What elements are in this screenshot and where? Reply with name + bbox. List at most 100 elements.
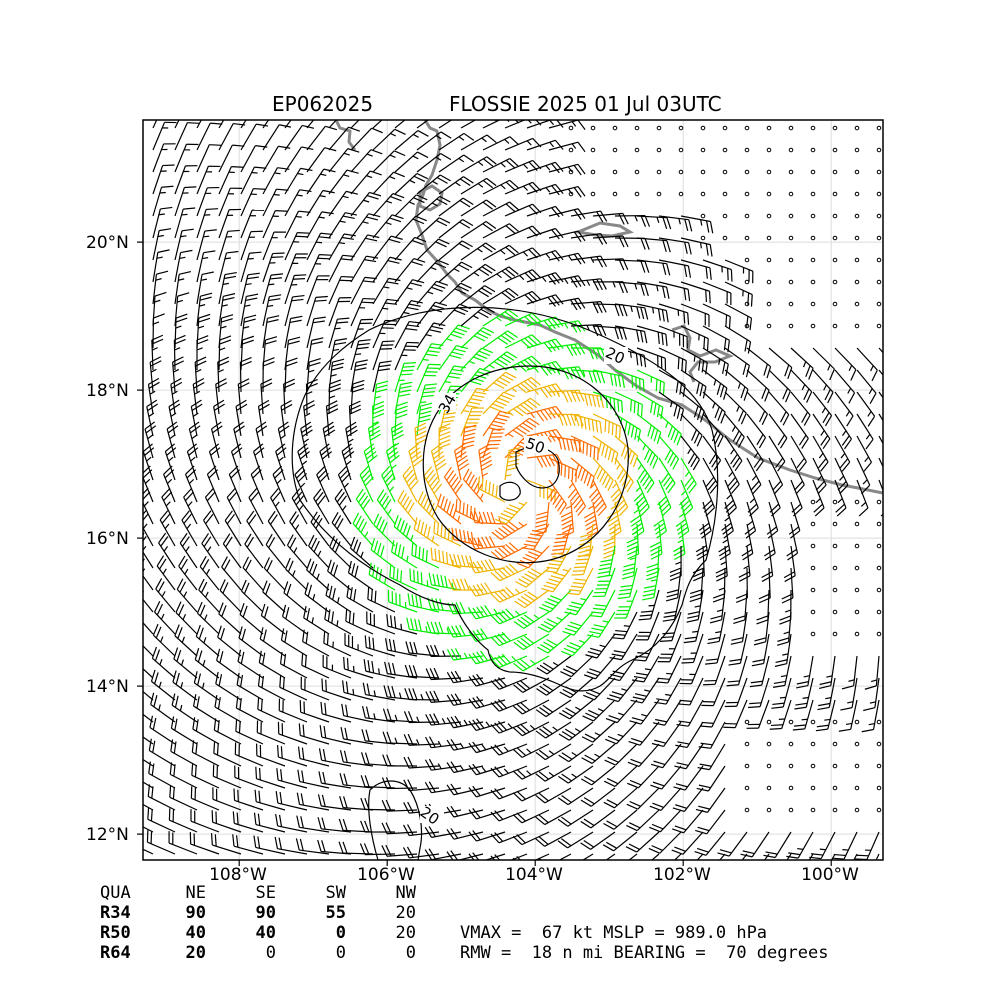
wind-barb <box>416 322 446 349</box>
wind-barb <box>159 510 176 547</box>
storm-info-title: FLOSSIE 2025 01 Jul 03UTC <box>449 92 722 116</box>
wind-barb <box>337 465 352 503</box>
wind-barb <box>242 556 264 591</box>
wind-barb <box>416 120 430 129</box>
wind-barb <box>143 848 154 855</box>
wind-barb <box>438 282 472 305</box>
wind-barb <box>350 170 382 195</box>
wind-barb <box>152 185 174 217</box>
wind-barb <box>327 559 352 591</box>
wind-barb <box>304 582 330 613</box>
wind-barb <box>373 513 396 547</box>
wind-barb <box>166 421 179 459</box>
wind-barb <box>270 488 286 525</box>
wind-barb <box>348 400 362 437</box>
wind-barb <box>382 708 418 723</box>
wind-barb <box>393 514 418 547</box>
wind-barb <box>325 400 339 437</box>
wind-barb <box>233 788 264 811</box>
wind-barb <box>262 120 270 129</box>
wind-barb <box>372 214 404 239</box>
wind-barb <box>306 275 330 305</box>
wind-barb <box>397 490 418 525</box>
wind-barb <box>235 696 264 723</box>
wind-barb <box>147 784 176 811</box>
wind-barb <box>349 536 374 569</box>
wind-barb <box>318 748 352 767</box>
wind-barb <box>234 765 264 789</box>
wind-barb <box>343 656 374 679</box>
wind-barb <box>411 543 440 569</box>
wind-barb <box>152 206 173 239</box>
wind-barb <box>143 781 154 789</box>
wind-barb <box>322 421 336 459</box>
wind-barb <box>433 521 462 547</box>
wind-barb <box>218 271 237 305</box>
row-r50-se: 40 <box>255 923 276 943</box>
wind-barb <box>190 786 220 811</box>
wind-barb <box>218 166 244 195</box>
wind-barb <box>248 488 264 525</box>
wind-barb <box>367 421 382 459</box>
wind-barb <box>460 327 495 349</box>
wind-barb <box>303 400 316 437</box>
wind-barb <box>237 378 250 415</box>
wind-barb <box>240 123 269 151</box>
wind-barb <box>350 318 374 349</box>
wind-barb <box>416 259 449 283</box>
wind-barb <box>143 510 154 547</box>
wind-barb <box>355 488 374 525</box>
wind-barb <box>147 377 160 415</box>
wind-barb <box>174 270 192 305</box>
wind-barb <box>168 831 198 855</box>
wind-barb <box>152 121 177 151</box>
wind-barb <box>284 120 292 129</box>
wind-barb <box>196 122 223 151</box>
wind-barb <box>306 316 326 349</box>
wind-barb <box>460 285 496 305</box>
map-gridlines <box>143 120 883 860</box>
wind-barb <box>300 421 313 459</box>
wind-barb <box>296 792 330 811</box>
wind-barb <box>413 517 440 547</box>
wind-barb <box>213 718 242 745</box>
wind-barb <box>328 358 345 393</box>
wind-barb <box>275 791 308 811</box>
wind-barb <box>361 705 396 723</box>
wind-barb <box>262 210 288 239</box>
wind-barb <box>238 626 264 657</box>
wind-barb <box>143 758 154 767</box>
wind-barb <box>460 242 496 261</box>
wind-barb <box>372 120 383 129</box>
wind-barb <box>143 690 154 701</box>
wind-barb <box>178 555 198 591</box>
wind-barb <box>416 195 451 217</box>
wind-barb <box>317 817 352 833</box>
wind-barb <box>390 540 418 569</box>
wind-barb <box>347 560 374 591</box>
wind-barb <box>394 130 429 151</box>
wind-barb <box>438 324 470 349</box>
row-r64-sw: 0 <box>335 943 346 963</box>
wind-barb <box>168 808 198 833</box>
wind-barb <box>295 838 330 855</box>
wind-barb <box>438 197 474 217</box>
wind-barb <box>416 383 438 415</box>
wind-barb <box>240 251 262 283</box>
wind-barb <box>350 297 376 327</box>
wind-barb <box>306 189 335 217</box>
wind-barb <box>267 510 286 547</box>
wind-barb <box>460 156 497 173</box>
wind-barb <box>149 356 162 393</box>
wind-barb <box>299 700 330 723</box>
wind-barb <box>407 593 440 613</box>
wind-barb <box>143 826 154 833</box>
wind-barb <box>155 578 176 613</box>
wind-barb <box>359 465 374 503</box>
wind-barb <box>341 443 355 481</box>
wind-barb <box>143 713 154 723</box>
wind-barb <box>438 132 475 151</box>
wind-barb <box>416 280 449 305</box>
wind-barb <box>389 565 418 591</box>
